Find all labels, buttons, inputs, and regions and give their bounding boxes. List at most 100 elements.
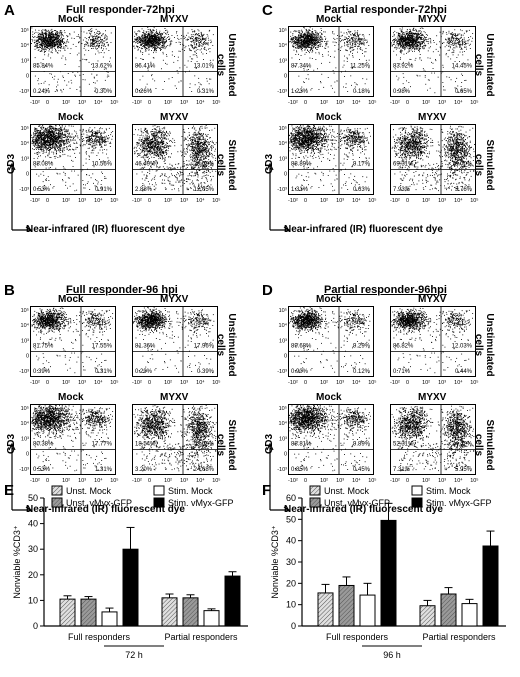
x-tick-label: 10⁵ (212, 477, 220, 484)
flow-plot: 83.92% 14.45% 0.98% 0.65% (390, 26, 476, 97)
plot-label: MYXV (418, 14, 446, 25)
bar (338, 584, 355, 627)
quadrant-percent-ll: 7.93% (393, 187, 411, 193)
y-tick-label: 10⁴ (21, 420, 30, 427)
time-label: 72 h (125, 650, 143, 660)
scatter-dots (391, 405, 475, 472)
panel-letter: C (262, 2, 273, 19)
plot-label: Mock (58, 14, 84, 25)
category-label: Partial responders (164, 632, 238, 642)
y-tick-label: 10⁵ (279, 405, 287, 412)
scatter-dots (289, 307, 371, 374)
x-tick-label: 10³ (438, 478, 446, 484)
plot-label: MYXV (418, 112, 446, 123)
legend-label: Unst. vMyx-GFP (66, 498, 132, 508)
plot-label: Mock (316, 392, 342, 403)
x-tick-label: 10⁴ (94, 99, 103, 106)
quadrant-percent-ll: 2.88% (135, 187, 153, 193)
bar (461, 603, 478, 627)
x-tick-label: 10⁵ (368, 477, 376, 484)
flow-plot: 86.82% 12.03% 0.71% 0.44% (390, 306, 476, 377)
quadrant-percent-ur: 10.56% (92, 162, 113, 168)
flow-plot: 69.31% 19.00% 7.93% 3.76% (390, 124, 476, 195)
x-tick-label: 10⁵ (368, 99, 376, 106)
legend-label: Unst. Mock (324, 486, 370, 496)
x-ticks: -10² 0 10² 10³ 10⁴ 10⁵ (390, 99, 479, 106)
quadrant-percent-ll: 0.24% (33, 89, 51, 95)
y-tick-label: 0 (26, 172, 29, 178)
x-tick-label: 10⁴ (196, 197, 205, 204)
quadrant-percent-lr: 24.68% (194, 467, 215, 473)
panel-letter: E (4, 482, 14, 499)
x-tick-label: 10⁴ (94, 477, 103, 484)
x-tick-label: 10⁴ (94, 197, 103, 204)
quadrant-percent-ul: 46.49% (135, 162, 156, 168)
y-tick-label: 10³ (279, 156, 287, 162)
x-axis-label: Near-infrared (IR) fluorescent dye (284, 224, 443, 235)
x-ticks: -10² 0 10² 10³ 10⁴ 10⁵ (30, 477, 119, 484)
y-tick-label: 10⁵ (279, 27, 287, 34)
y-ticks: 10⁵ 10⁴ 10³ 0 -10³ (277, 405, 287, 473)
quadrant-percent-ul: 85.84% (33, 64, 54, 70)
x-tick-label: 10³ (78, 478, 86, 484)
x-ticks: -10² 0 10² 10³ 10⁴ 10⁵ (288, 477, 377, 484)
x-tick-label: 0 (148, 380, 151, 386)
y-tick-label: 0 (26, 74, 29, 80)
x-tick-label: 10⁴ (196, 99, 205, 106)
stimulated-label: Stimulated cells (215, 130, 237, 200)
y-tick-label: 10³ (279, 338, 287, 344)
quadrant-percent-ll: 7.31% (393, 467, 411, 473)
x-axis-label: Near-infrared (IR) fluorescent dye (26, 224, 185, 235)
panel-title: Partial responder-72hpi (324, 4, 447, 16)
bar-chart: 0 10 20 30 40 50 Nonviable %CD3⁺ Full responder… (12, 485, 248, 660)
category-label: Partial responders (422, 632, 496, 642)
plot-label: Mock (58, 294, 84, 305)
quadrant-percent-ll: 0.29% (135, 369, 153, 375)
quadrant-percent-ur: 17.77% (92, 442, 113, 448)
unstimulated-label: Unstimulated cells (473, 310, 495, 380)
y-tick-label: 0 (284, 452, 287, 458)
quadrant-percent-ur: 9.29% (353, 344, 371, 350)
legend-label: Stim. Mock (168, 486, 213, 496)
x-tick-label: 10⁴ (454, 477, 463, 484)
axis-arrows (266, 442, 290, 512)
x-tick-label: 10⁴ (196, 477, 205, 484)
quadrant-percent-ul: 52.31% (393, 442, 414, 448)
x-tick-label: 0 (406, 198, 409, 204)
quadrant-percent-ll: 0.98% (393, 89, 411, 95)
x-ticks: -10² 0 10² 10³ 10⁴ 10⁵ (390, 379, 479, 386)
y-tick-label: 10³ (279, 436, 287, 442)
x-tick-label: 10⁵ (470, 379, 478, 386)
bar (80, 598, 97, 627)
scatter-dots (391, 27, 474, 94)
y-tick-label: 60 (286, 493, 296, 503)
bar (380, 519, 397, 627)
flow-plot: 52.31% 34.42% 7.31% 5.95% (390, 404, 476, 475)
quadrant-percent-ul: 88.89% (291, 162, 312, 168)
flow-plot: 85.84% 13.62% 0.24% 0.30% (30, 26, 116, 97)
x-tick-label: -10² (288, 478, 298, 484)
x-ticks: -10² 0 10² 10³ 10⁴ 10⁵ (30, 99, 119, 106)
scatter-dots (31, 27, 112, 94)
legend-swatch (309, 485, 321, 496)
x-tick-label: 10³ (438, 100, 446, 106)
quadrant-percent-lr: 0.18% (353, 89, 371, 95)
panel-title: Full responder-72hpi (66, 4, 175, 16)
y-tick-label: 40 (286, 536, 296, 546)
y-tick-label: 10³ (21, 156, 29, 162)
x-tick-label: 10² (62, 198, 70, 204)
quadrant-percent-ll: 0.26% (135, 89, 153, 95)
bar (224, 575, 241, 627)
quadrant-percent-lr: 0.44% (455, 369, 473, 375)
scatter-dots (289, 27, 370, 94)
bar (317, 592, 334, 627)
quadrant-percent-ur: 13.01% (194, 64, 215, 70)
quadrant-percent-ur: 12.03% (452, 344, 473, 350)
x-ticks: -10² 0 10² 10³ 10⁴ 10⁵ (132, 197, 221, 204)
y-tick-label: -10³ (19, 187, 29, 193)
x-tick-label: 10² (422, 100, 430, 106)
quadrant-percent-lr: 5.95% (455, 467, 473, 473)
x-tick-label: 10⁵ (212, 197, 220, 204)
x-tick-label: 10⁴ (352, 197, 361, 204)
x-tick-label: 0 (406, 380, 409, 386)
